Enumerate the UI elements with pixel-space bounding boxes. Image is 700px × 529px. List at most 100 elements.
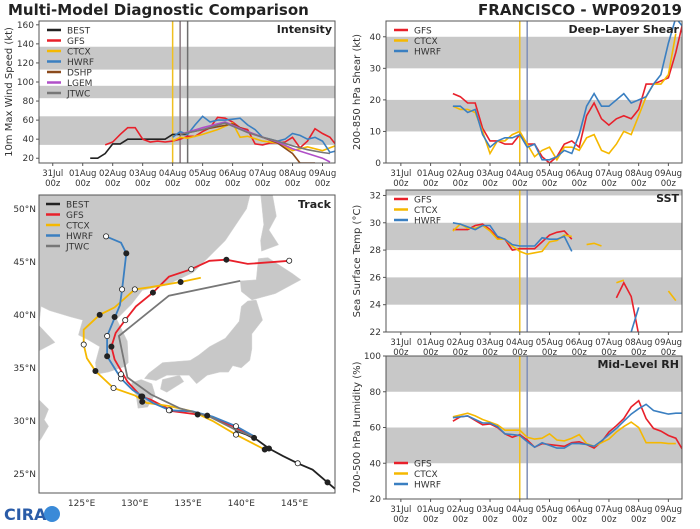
x-tick-day: 03Aug [476,169,503,179]
x-tick-day: 07Aug [595,169,622,179]
x-tick-day: 31Jul [390,505,411,515]
legend-label: GFS [414,27,432,37]
y-axis-label: 10m Max Wind Speed (kt) [4,27,15,157]
x-tick-hour: 00z [631,179,647,189]
legend-label: CTCX [66,222,90,232]
x-tick-hour: 00z [482,515,498,525]
x-tick-day: 05Aug [536,338,563,348]
track-line-best [234,429,335,490]
x-tick-day: 05Aug [536,505,563,515]
legend-label: GFS [67,37,85,47]
track-marker [232,431,239,438]
x-tick-hour: 00z [393,515,409,525]
x-tick-day: 08Aug [625,505,652,515]
track-marker [119,286,126,293]
lon-tick-label: 145°E [281,499,309,509]
lon-tick-label: 130°E [121,499,149,509]
x-tick-hour: 00z [661,179,677,189]
series-line-hwrf [452,403,682,449]
panel-mid-level-rh: Mid-Level RH2040608010031Jul00z01Aug00z0… [352,352,683,525]
x-tick-hour: 00z [393,179,409,189]
x-tick-day: 03Aug [476,505,503,515]
track-marker [261,446,268,453]
legend-label: BEST [67,27,91,37]
x-tick-hour: 00z [195,179,211,189]
x-tick-day: 06Aug [565,169,592,179]
panel-title: Deep-Layer Shear [568,23,679,36]
lat-tick-label: 35°N [13,364,36,374]
x-tick-day: 02Aug [99,169,126,179]
plot-frame [385,189,683,333]
track-marker [139,393,146,400]
legend-label: HWRF [414,48,441,58]
x-tick-hour: 00z [661,515,677,525]
y-tick-label: 60 [23,116,35,126]
legend-label: GFS [414,460,432,470]
x-tick-hour: 00z [453,179,469,189]
panel-title: Mid-Level RH [597,358,679,371]
shaded-band [386,277,682,305]
legend-label: DSHP [67,69,92,79]
track-marker [188,266,195,273]
panel-intensity: Intensity2040608010012014016031Jul00z01A… [4,20,336,189]
legend-label: JTWC [66,90,90,100]
map-frame [38,194,336,494]
track-marker [149,289,156,296]
x-tick-hour: 00z [45,179,61,189]
y-tick-label: 80 [370,388,382,398]
x-tick-day: 07Aug [595,505,622,515]
x-tick-day: 04Aug [159,169,186,179]
lon-tick-label: 135°E [174,499,202,509]
x-tick-hour: 00z [423,179,439,189]
x-tick-hour: 00z [453,348,469,358]
x-tick-hour: 00z [631,515,647,525]
y-tick-label: 40 [23,135,35,145]
y-tick-label: 26 [370,273,382,283]
track-marker [104,333,111,340]
legend-label: LGEM [67,79,92,89]
series-line-gfs [452,223,573,251]
panel-track: Track 125°E 130°E 135°E 140°E 145°E 25°N 30°N 35… [13,194,336,509]
series-line-jtwc [179,122,331,155]
x-tick-hour: 00z [285,179,301,189]
x-tick-hour: 00z [423,515,439,525]
x-tick-hour: 00z [512,515,528,525]
shaded-band [386,356,682,392]
y-tick-label: 100 [364,352,381,362]
land-mainland [39,195,251,443]
x-tick-hour: 00z [542,179,558,189]
x-tick-day: 07Aug [595,338,622,348]
track-marker [103,233,110,240]
y-axis-label: 200-850 hPa Shear (kt) [352,34,363,150]
x-tick-day: 04Aug [506,169,533,179]
shaded-band [386,99,682,132]
x-tick-hour: 00z [512,348,528,358]
series-line-gfs [104,116,335,149]
x-tick-day: 09Aug [655,338,682,348]
x-tick-day: 06Aug [565,505,592,515]
series-line-best [90,133,188,159]
x-tick-day: 01Aug [69,169,96,179]
x-tick-day: 09Aug [309,169,336,179]
x-tick-hour: 00z [482,348,498,358]
y-tick-label: 32 [370,191,381,201]
x-tick-day: 08Aug [625,169,652,179]
x-tick-hour: 00z [255,179,271,189]
x-tick-day: 09Aug [655,505,682,515]
y-tick-label: 20 [23,154,35,164]
track-marker [251,434,258,441]
lat-tick-label: 40°N [13,311,36,321]
y-tick-label: 40 [370,459,382,469]
legend-label: GFS [66,211,84,221]
y-tick-label: 160 [17,21,34,31]
legend-label: CTCX [414,206,438,216]
series-line-ctcx [172,121,335,152]
x-tick-day: 08Aug [625,338,652,348]
x-tick-day: 08Aug [279,169,306,179]
series-line-ctcx [452,33,677,162]
track-marker [165,407,172,414]
cira-logo: CIRA [4,505,60,524]
track-marker [294,460,301,467]
x-tick-hour: 00z [423,348,439,358]
